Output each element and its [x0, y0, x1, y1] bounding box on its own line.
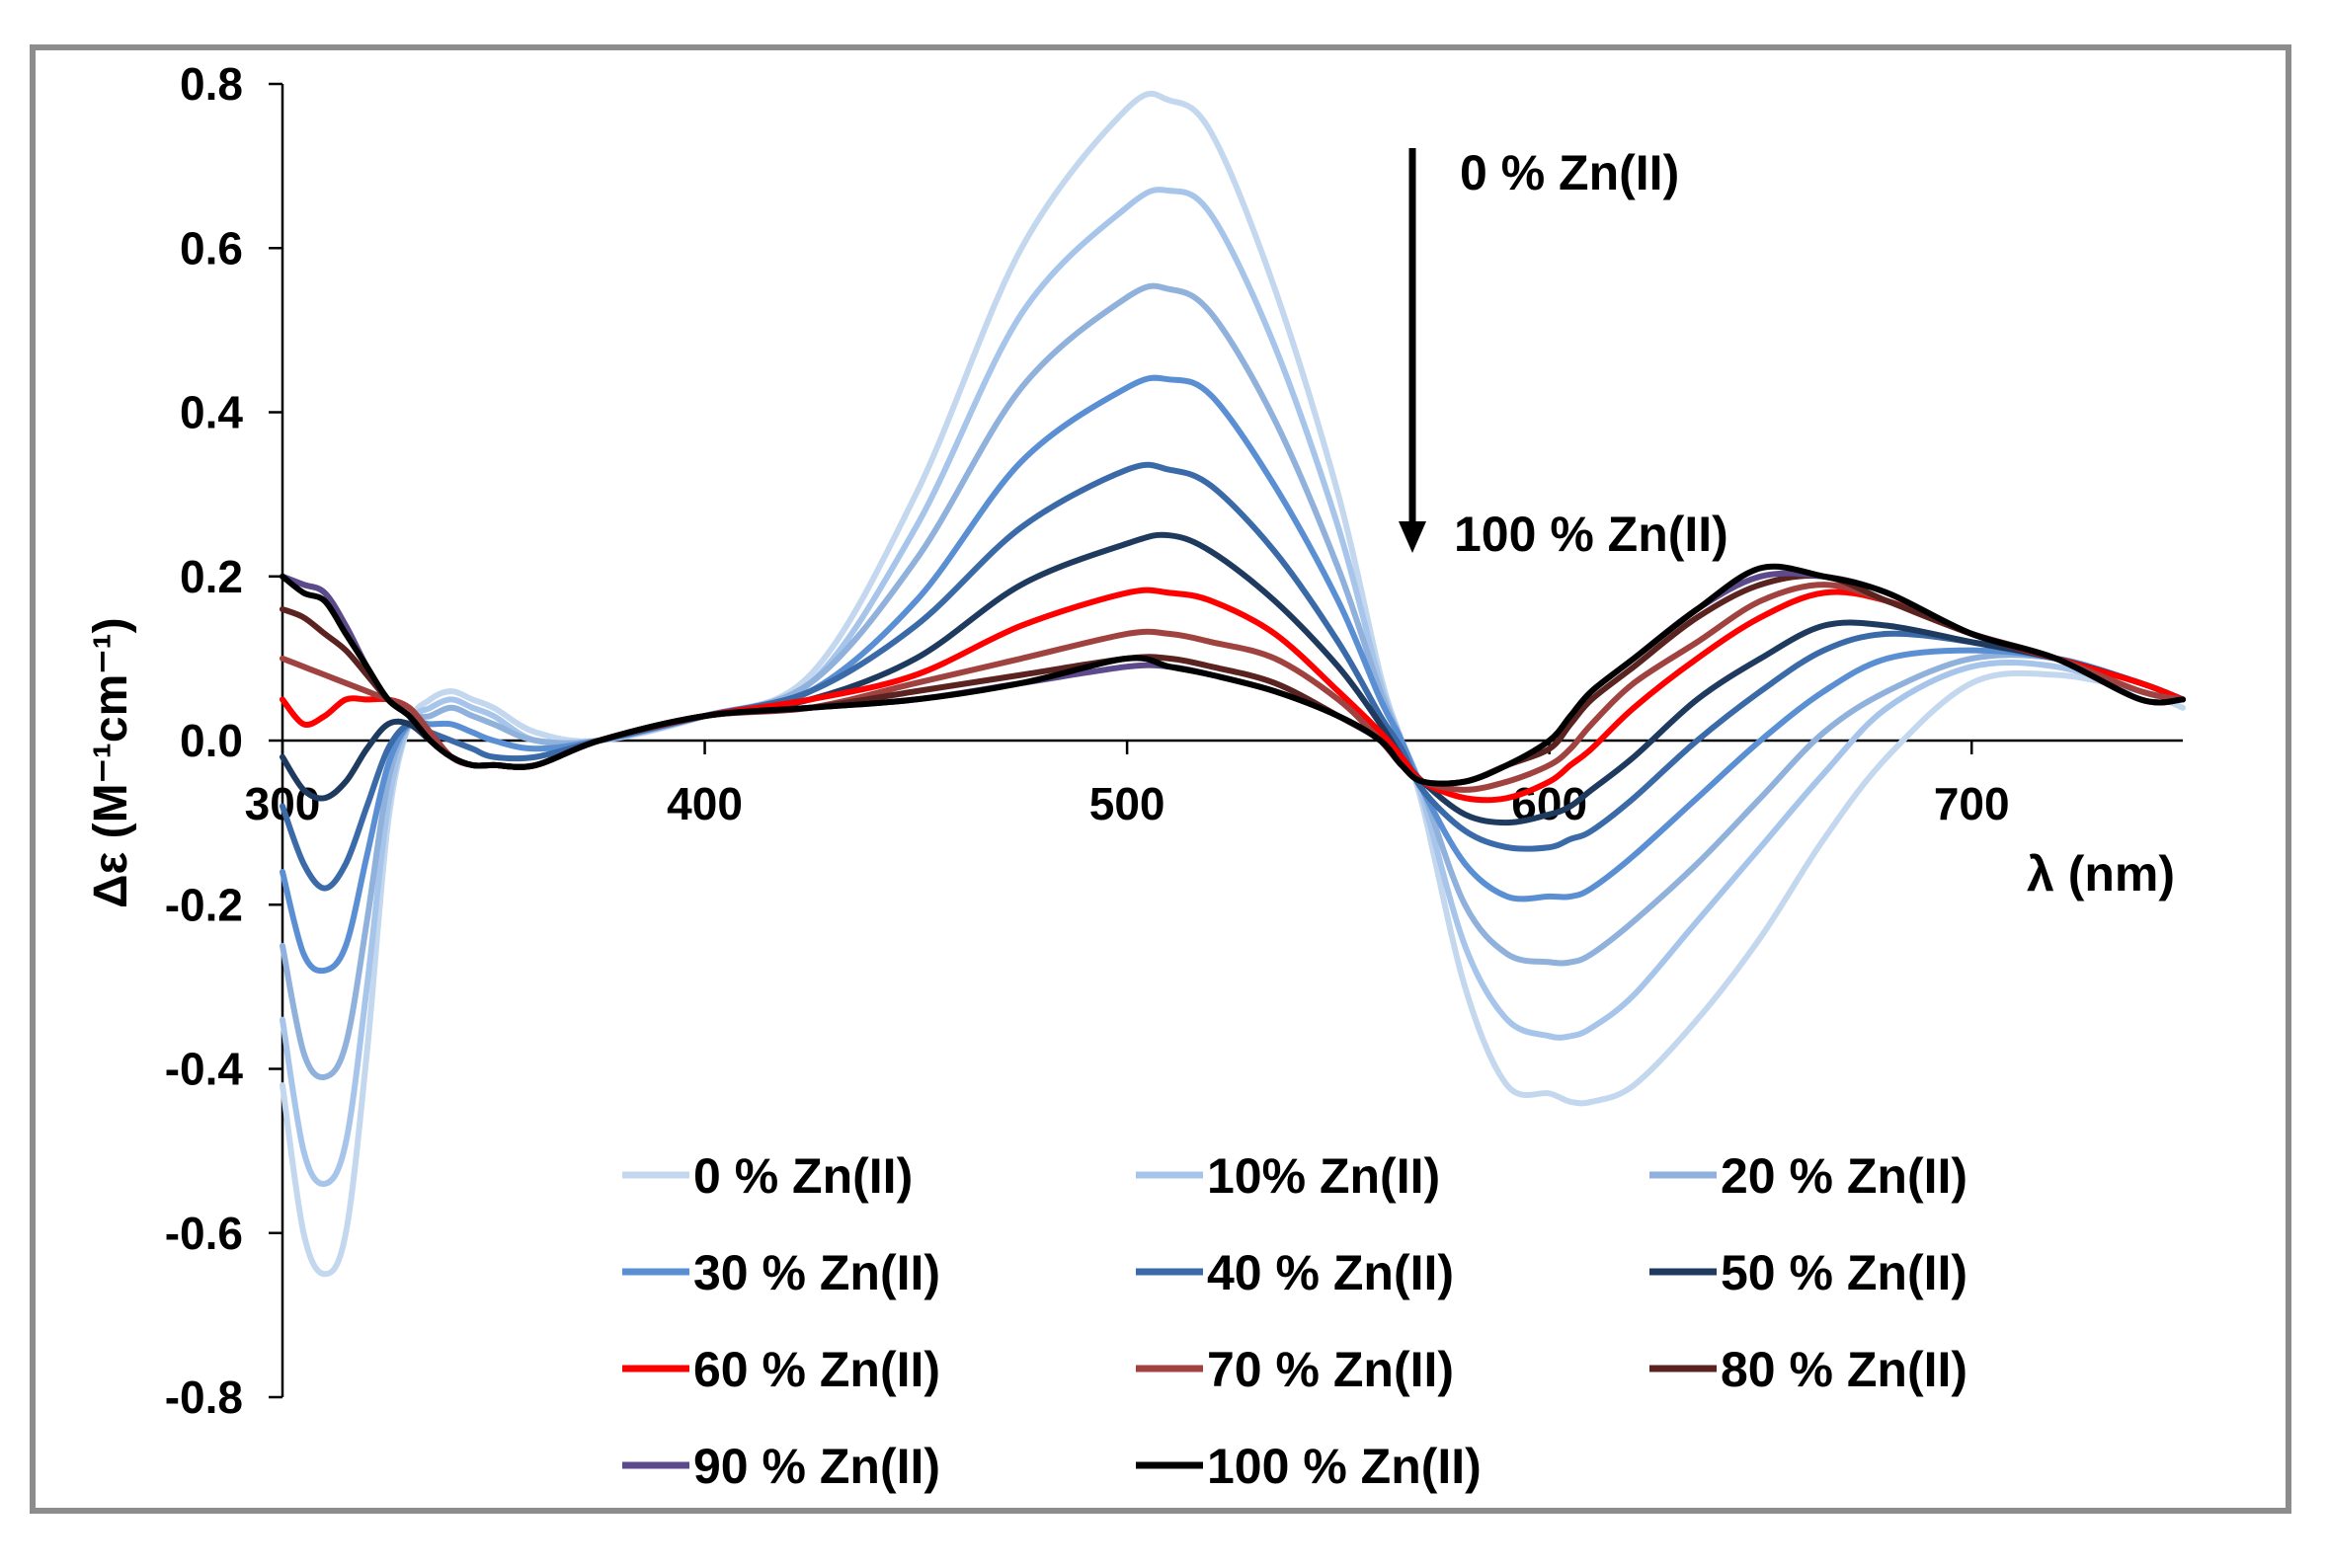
- y-tick-label: -0.4: [165, 1044, 244, 1095]
- series-line-10: [280, 563, 2186, 787]
- y-tick-label: 0.2: [180, 551, 243, 602]
- down-arrow-head: [1399, 521, 1426, 553]
- series-lines: [280, 90, 2186, 1278]
- y-tick-label: -0.2: [165, 879, 243, 930]
- legend-label-4: 40 % Zn(II): [1207, 1245, 1454, 1300]
- y-tick-label: 0.6: [180, 222, 243, 274]
- x-axis-title: λ (nm): [2027, 846, 2175, 902]
- legend-label-2: 20 % Zn(II): [1721, 1148, 1967, 1204]
- legend-label-5: 50 % Zn(II): [1721, 1245, 1967, 1300]
- titration-arrow-annotation: 0 % Zn(II) 100 % Zn(II): [1399, 145, 1728, 562]
- y-tick-label: 0.8: [180, 58, 243, 110]
- legend-label-1: 10% Zn(II): [1207, 1148, 1440, 1204]
- annotation-start-label: 0 % Zn(II): [1460, 145, 1679, 200]
- legend-label-0: 0 % Zn(II): [693, 1148, 913, 1204]
- x-tick-label: 700: [1934, 778, 2010, 829]
- y-tick-label: -0.6: [165, 1208, 243, 1259]
- y-axis-title: Δε (M⁻¹cm⁻¹): [85, 617, 137, 908]
- x-tick-label: 500: [1089, 778, 1165, 829]
- series-line-4: [280, 461, 2186, 892]
- y-tick-label: 0.4: [180, 387, 243, 438]
- y-tick-label: -0.8: [165, 1372, 243, 1423]
- y-tick-label: 0.0: [180, 715, 243, 766]
- legend-label-10: 100 % Zn(II): [1207, 1439, 1482, 1494]
- legend-label-9: 90 % Zn(II): [693, 1439, 940, 1494]
- series-line-6: [280, 587, 2186, 804]
- annotation-end-label: 100 % Zn(II): [1454, 507, 1728, 562]
- legend-label-7: 70 % Zn(II): [1207, 1342, 1454, 1397]
- x-tick-label: 400: [667, 778, 743, 829]
- legend: 0 % Zn(II) 10% Zn(II) 20 % Zn(II) 30 % Zn(I…: [622, 1148, 1967, 1494]
- legend-label-8: 80 % Zn(II): [1721, 1342, 1967, 1397]
- legend-label-6: 60 % Zn(II): [693, 1342, 940, 1397]
- legend-label-3: 30 % Zn(II): [693, 1245, 940, 1300]
- series-line-7: [280, 582, 2186, 793]
